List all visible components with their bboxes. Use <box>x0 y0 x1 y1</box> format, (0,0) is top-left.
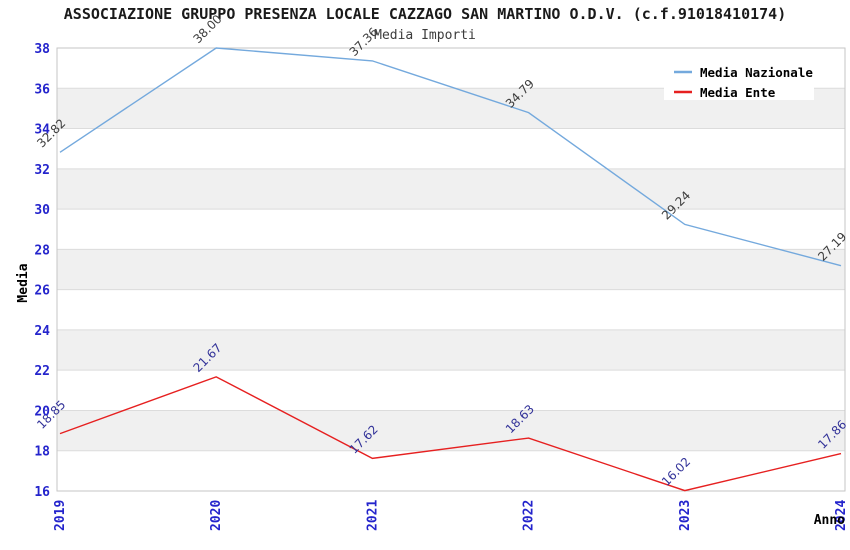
y-tick-label: 36 <box>34 82 50 97</box>
legend-label-1: Media Ente <box>700 85 776 100</box>
plot-band <box>57 249 845 290</box>
y-axis-label: Media <box>16 263 31 302</box>
y-tick-label: 38 <box>34 42 50 57</box>
x-tick-label: 2024 <box>834 500 849 531</box>
series-line-1 <box>59 376 842 492</box>
point-label: 37.36 <box>347 25 381 59</box>
x-tick-label: 2022 <box>522 500 537 531</box>
plot-band <box>57 168 845 210</box>
x-tick-label: 2021 <box>365 500 380 531</box>
y-tick-label: 16 <box>34 485 50 500</box>
y-tick-label: 22 <box>34 364 50 379</box>
x-tick-label: 2023 <box>678 500 693 531</box>
y-tick-label: 24 <box>34 324 50 339</box>
plot-band <box>57 329 845 371</box>
chart-title: ASSOCIAZIONE GRUPPO PRESENZA LOCALE CAZZ… <box>63 5 787 23</box>
x-tick-label: 2019 <box>53 500 68 531</box>
x-axis-label: Anno <box>814 513 845 528</box>
y-tick-label: 28 <box>34 243 50 258</box>
point-label: 38.00 <box>190 12 224 46</box>
point-label: 16.02 <box>659 455 693 489</box>
chart-subtitle: Media Importi <box>374 28 476 43</box>
series-line-0 <box>59 47 842 267</box>
y-tick-label: 32 <box>34 163 50 178</box>
plot-band <box>57 410 845 451</box>
x-tick-label: 2020 <box>209 500 224 531</box>
y-tick-label: 30 <box>34 203 50 218</box>
y-tick-label: 20 <box>34 404 50 419</box>
y-tick-label: 34 <box>34 123 50 138</box>
y-tick-label: 18 <box>34 445 50 460</box>
legend-label-0: Media Nazionale <box>700 65 813 80</box>
plot-border <box>56 47 846 492</box>
y-tick-label: 26 <box>34 284 50 299</box>
